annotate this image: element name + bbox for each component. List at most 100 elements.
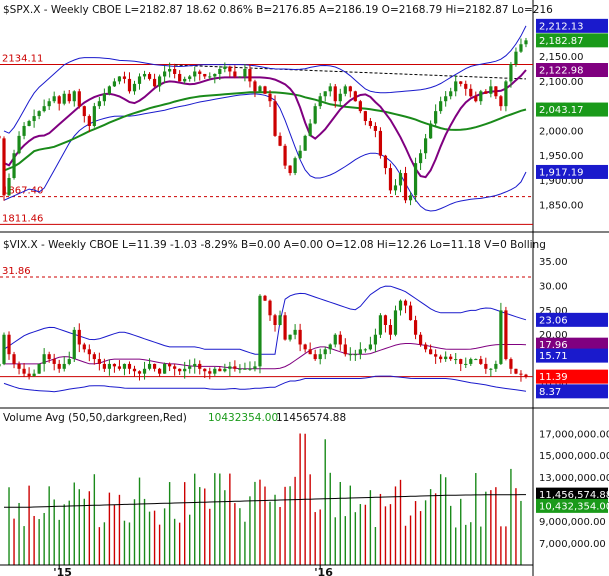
volume-header-value-2: 11456574.88 xyxy=(276,412,346,424)
spx-candle-body-103 xyxy=(489,86,493,94)
vix-candle-body-87 xyxy=(408,305,413,321)
spx-candle-body-11 xyxy=(27,121,31,126)
vix-candle-body-36 xyxy=(152,363,157,369)
vix-candle-body-33 xyxy=(137,371,142,374)
spx-candle-body-5 xyxy=(0,135,1,139)
vix-value-tag-2 xyxy=(536,348,608,363)
spx-candle-body-72 xyxy=(333,86,337,102)
spx-candle-body-60 xyxy=(273,101,277,136)
spx-value-tag-label-2: 2,122.98 xyxy=(539,66,584,77)
vix-candle-body-100 xyxy=(474,359,478,361)
spx-candle-body-10 xyxy=(22,125,26,136)
x-axis-label-1: '16 xyxy=(314,566,333,576)
vix-candle-body-18 xyxy=(62,363,66,369)
spx-bollinger-lower xyxy=(3,93,527,212)
vix-candle-body-48 xyxy=(213,368,217,374)
vix-candle-body-54 xyxy=(243,368,247,370)
volume-panel: 17,000,000.00 15,000,000.00 13,000,000.00 1… xyxy=(4,429,609,565)
vix-candle-body-12 xyxy=(32,373,36,377)
spx-candle-body-43 xyxy=(188,76,192,79)
vix-candle-body-63 xyxy=(288,334,292,340)
spx-candle-body-34 xyxy=(142,73,147,77)
spx-value-tag-label-3: 2,043.17 xyxy=(539,105,584,116)
vix-candle-body-40 xyxy=(173,366,177,369)
vix-candle-body-92 xyxy=(434,354,438,357)
vix-candle-body-6 xyxy=(2,334,6,364)
vix-candle-body-30 xyxy=(122,363,127,369)
vix-candle-body-90 xyxy=(424,344,428,350)
spx-axis-tick-1: 2,100.00 xyxy=(539,77,584,88)
vix-candle-body-107 xyxy=(509,359,513,369)
spx-candle-body-8 xyxy=(12,153,16,178)
spx-value-tag-label-1: 2,182.87 xyxy=(539,36,584,47)
vix-candle-body-15 xyxy=(47,354,51,360)
spx-candle-body-6 xyxy=(2,138,6,196)
vix-candle-body-47 xyxy=(208,371,212,374)
spx-reference-label-2: 1811.46 xyxy=(2,213,43,224)
vix-candle-body-66 xyxy=(303,344,307,350)
vix-candle-body-84 xyxy=(393,310,398,335)
spx-candle-body-41 xyxy=(178,73,182,82)
volume-axis-tick-2: 13,000,000.00 xyxy=(539,473,609,484)
vix-candle-body-62 xyxy=(283,315,287,340)
volume-header-value-1: 10432354.00 xyxy=(208,412,278,424)
vix-candle-body-65 xyxy=(298,329,302,345)
vix-candle-body-37 xyxy=(157,368,162,374)
spx-candle-body-26 xyxy=(102,93,106,102)
spx-candle-body-24 xyxy=(92,106,96,126)
spx-candle-body-37 xyxy=(157,76,162,87)
vix-value-tag-label-2: 15.71 xyxy=(539,351,568,362)
vix-candle-body-101 xyxy=(479,359,483,364)
vix-candle-body-7 xyxy=(7,334,11,355)
vix-candle-body-58 xyxy=(263,295,267,301)
vix-candle-body-20 xyxy=(72,329,76,360)
spx-candle-body-53 xyxy=(238,76,242,78)
spx-candle-body-81 xyxy=(378,130,383,156)
volume-average-line xyxy=(4,494,526,508)
vix-candle-body-103 xyxy=(489,368,493,370)
vix-candle-body-13 xyxy=(37,363,41,374)
spx-candle-body-55 xyxy=(248,69,252,82)
vix-candle-body-110 xyxy=(524,374,528,377)
vix-candle-body-68 xyxy=(313,354,317,360)
spx-value-tag-label-4: 1,917.19 xyxy=(539,167,584,178)
spx-candle-body-61 xyxy=(278,135,282,146)
vix-candle-body-25 xyxy=(97,359,101,364)
vix-candle-body-24 xyxy=(92,354,96,360)
spx-candle-body-51 xyxy=(228,66,232,72)
vix-candle-body-49 xyxy=(218,368,222,372)
vix-axis-tick-1: 30.00 xyxy=(539,282,568,293)
spx-candle-body-106 xyxy=(504,81,508,107)
vix-bollinger-mid xyxy=(4,343,527,370)
spx-candle-body-89 xyxy=(418,153,423,164)
vix-candle-body-56 xyxy=(253,366,257,369)
vix-candle-body-5 xyxy=(0,363,1,367)
vix-candle-body-57 xyxy=(258,295,262,367)
spx-value-tag-4 xyxy=(536,164,608,179)
vix-candle-body-97 xyxy=(459,359,463,364)
vix-candle-body-96 xyxy=(454,359,458,361)
spx-candle-body-78 xyxy=(363,111,367,122)
spx-candle-body-25 xyxy=(97,101,101,107)
spx-candle-body-49 xyxy=(218,69,222,74)
vix-candle-body-17 xyxy=(57,363,61,369)
spx-candle-body-52 xyxy=(233,71,237,77)
vix-candle-body-77 xyxy=(358,349,362,355)
spx-candle-body-38 xyxy=(163,71,167,77)
vix-candle-body-70 xyxy=(323,349,327,355)
spx-reference-label-0: 2134.11 xyxy=(2,53,43,64)
vix-candle-body-109 xyxy=(519,373,523,375)
spx-candle-body-62 xyxy=(283,145,287,166)
spx-value-tag-3 xyxy=(536,102,608,117)
spx-candle-body-18 xyxy=(62,93,66,104)
spx-value-tag-label-0: 2,212.13 xyxy=(539,21,584,32)
vix-candle-body-19 xyxy=(67,359,71,364)
spx-candle-body-98 xyxy=(464,83,468,89)
vix-candle-body-16 xyxy=(52,359,56,364)
vix-candle-body-28 xyxy=(112,363,117,367)
spx-candle-body-30 xyxy=(122,76,127,79)
vix-candle-body-23 xyxy=(87,349,91,355)
spx-candle-body-88 xyxy=(413,163,418,196)
